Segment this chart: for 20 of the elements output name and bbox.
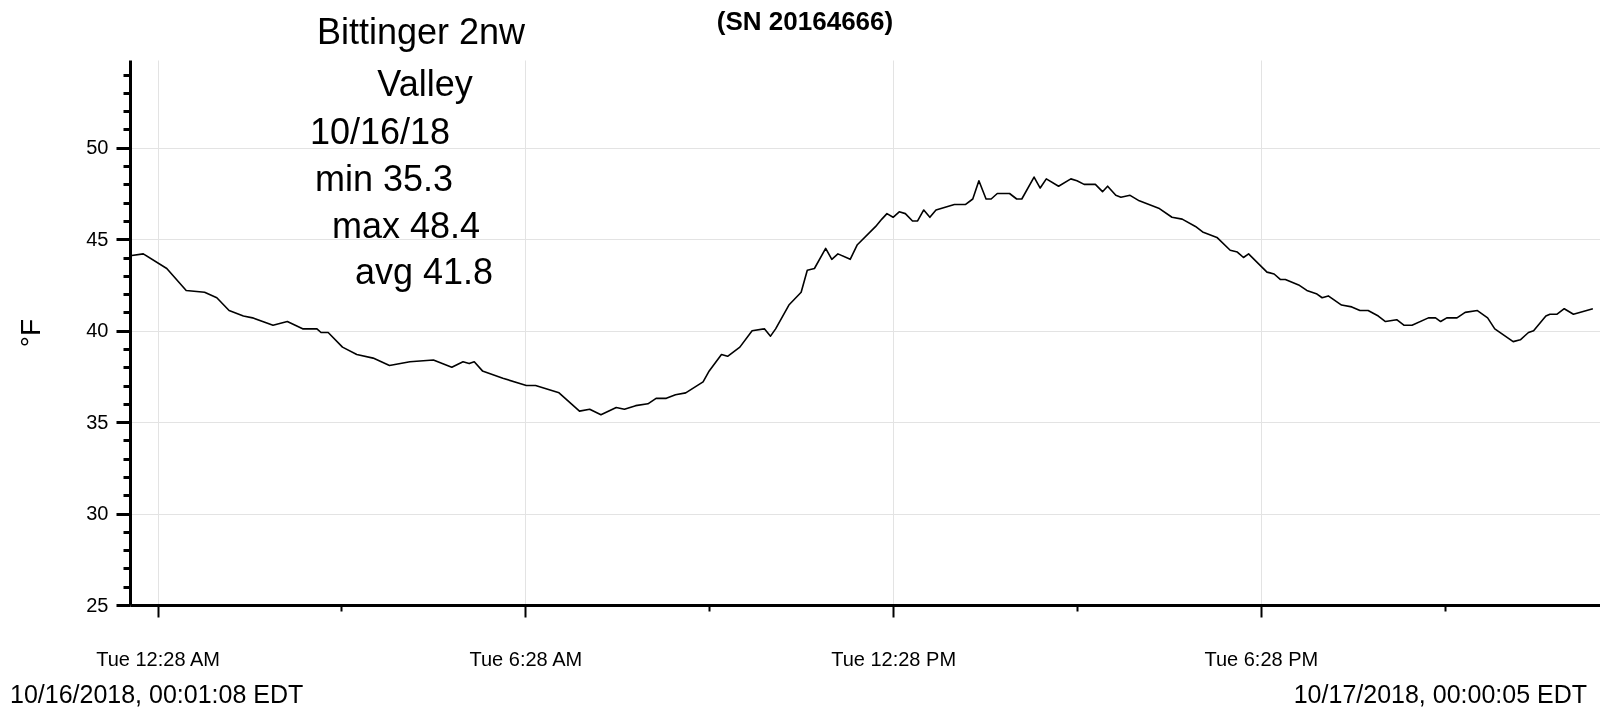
x-tick-label: Tue 6:28 AM [469, 647, 583, 670]
text: 10/16/2018, 00:01:08 EDT [10, 680, 304, 708]
x-tick-label: Tue 12:28 AM [96, 647, 220, 670]
x-tick-label: Tue 6:28 PM [1204, 647, 1319, 670]
y-tick-label: 45 [86, 227, 109, 250]
chart-title: (SN 20164666) [716, 6, 894, 36]
y-tick-label: 50 [86, 136, 109, 159]
annotation: min 35.3 [314, 158, 454, 199]
annotation: 10/16/18 [309, 111, 451, 152]
y-axis-title: °F [15, 318, 47, 348]
y-tick-label: 40 [86, 319, 109, 342]
text: 10/17/2018, 00:00:05 EDT [1293, 680, 1587, 708]
y-tick-label: 35 [86, 410, 109, 433]
y-tick-label: 30 [86, 502, 109, 525]
x-tick-label: Tue 12:28 PM [831, 647, 957, 670]
y-tick-label: 25 [86, 593, 109, 616]
annotation: max 48.4 [331, 205, 481, 246]
text: Bittinger 2nw [316, 11, 527, 52]
annotation: avg 41.8 [354, 251, 494, 292]
annotation: Valley [377, 63, 473, 104]
